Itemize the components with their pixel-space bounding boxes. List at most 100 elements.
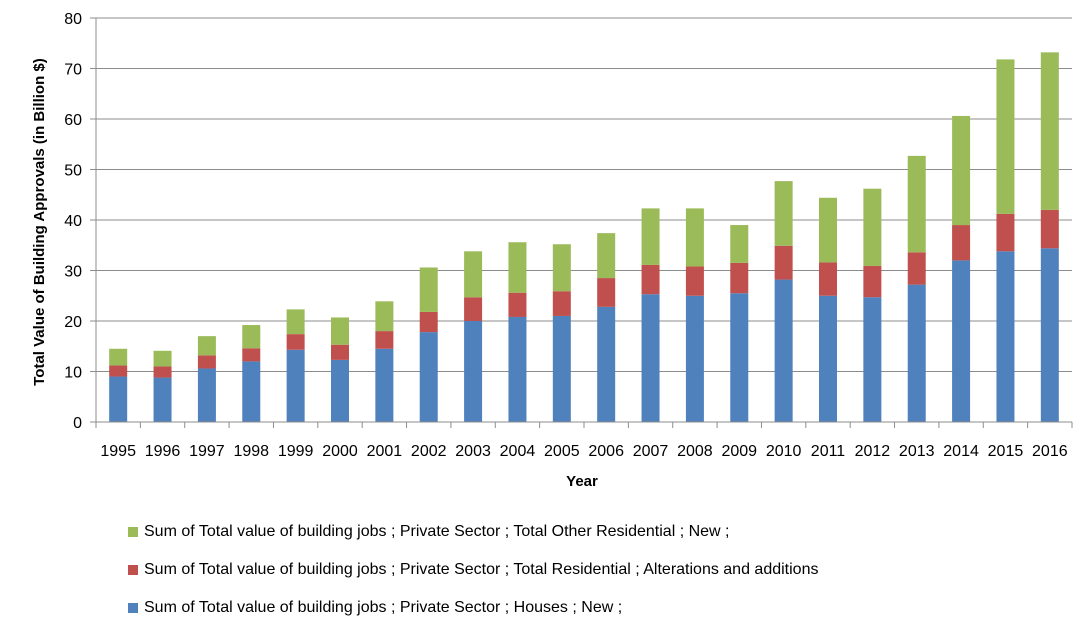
legend-label: Sum of Total value of building jobs ; Pr… <box>144 561 819 578</box>
bar-segment-1995-series-0 <box>109 376 128 422</box>
legend-label: Sum of Total value of building jobs ; Pr… <box>144 599 623 616</box>
x-tick-label: 2009 <box>721 443 757 460</box>
x-tick-label: 2011 <box>811 443 846 460</box>
bar-segment-2014-series-2 <box>952 115 971 226</box>
bar-segment-2016-series-2 <box>1040 52 1059 210</box>
bar-segment-2014-series-0 <box>952 260 971 422</box>
legend-swatch <box>128 527 138 537</box>
bar-segment-2001-series-1 <box>375 331 394 349</box>
bar-segment-1999-series-2 <box>286 309 305 335</box>
bar-segment-2000-series-0 <box>331 359 349 422</box>
x-tick-label: 2014 <box>943 443 979 460</box>
y-tick-label: 70 <box>64 62 82 79</box>
x-tick-label: 2000 <box>322 443 358 460</box>
x-tick-label: 2016 <box>1032 443 1068 460</box>
x-tick-label: 2012 <box>855 443 891 460</box>
y-tick-label: 10 <box>64 365 82 382</box>
x-tick-label: 1996 <box>145 443 181 460</box>
bar-segment-1998-series-0 <box>242 361 261 422</box>
x-tick-label: 2007 <box>633 443 669 460</box>
x-tick-label: 2008 <box>677 443 713 460</box>
bar-segment-2009-series-2 <box>730 225 749 263</box>
bar-segment-1996-series-1 <box>153 366 172 378</box>
bar-segment-2002-series-1 <box>419 311 438 333</box>
bar-segment-2015-series-1 <box>996 213 1015 252</box>
x-tick-label: 1997 <box>189 443 225 460</box>
bar-segment-2008-series-0 <box>685 295 704 422</box>
bar-segment-1999-series-0 <box>286 349 305 422</box>
bar-segment-2004-series-0 <box>508 316 527 422</box>
x-tick-label: 2004 <box>500 443 536 460</box>
bar-segment-2016-series-1 <box>1040 209 1059 249</box>
bar-segment-2011-series-1 <box>819 262 837 296</box>
bar-segment-2006-series-1 <box>597 278 616 307</box>
bar-segment-2004-series-1 <box>508 292 527 317</box>
y-tick-label: 40 <box>64 213 82 230</box>
bar-segment-2012-series-1 <box>863 265 882 298</box>
legend-item: Sum of Total value of building jobs ; Pr… <box>128 598 818 618</box>
bar-segment-1998-series-1 <box>242 348 261 362</box>
bar-segment-2006-series-0 <box>597 306 616 422</box>
x-tick-label: 1999 <box>278 443 314 460</box>
x-tick-label: 2013 <box>899 443 935 460</box>
y-tick-label: 50 <box>64 163 82 180</box>
bar-segment-1997-series-0 <box>197 368 216 422</box>
bar-segment-2004-series-2 <box>508 242 527 293</box>
bar-segment-2013-series-0 <box>907 284 926 422</box>
bar-segment-2011-series-2 <box>819 197 837 263</box>
bar-segment-2002-series-2 <box>419 267 438 312</box>
bar-segment-2013-series-1 <box>907 252 926 285</box>
bar-segment-2001-series-0 <box>375 348 394 422</box>
bar-segment-2003-series-1 <box>464 297 483 321</box>
x-tick-labels: 1995 1996 1997 1998 1999 2000 2001 2002 2003 2004… <box>100 443 1067 460</box>
bar-segment-2011-series-0 <box>819 295 837 422</box>
x-tick-label: 2010 <box>766 443 802 460</box>
bar-segment-1996-series-2 <box>153 350 172 367</box>
bar-segment-2013-series-2 <box>907 155 926 253</box>
x-axis-title: Year <box>566 473 598 490</box>
bar-segment-2009-series-1 <box>730 262 749 294</box>
bar-segment-1995-series-2 <box>109 348 128 366</box>
bar-segment-2012-series-0 <box>863 297 882 422</box>
legend-item: Sum of Total value of building jobs ; Pr… <box>128 522 818 542</box>
bar-segment-1997-series-1 <box>197 355 216 369</box>
bar-segment-2008-series-2 <box>685 208 704 267</box>
bar-segment-2010-series-0 <box>774 279 793 422</box>
bar-segment-2007-series-2 <box>641 208 660 265</box>
bar-segment-2000-series-1 <box>331 344 349 360</box>
bar-segment-1999-series-1 <box>286 334 305 350</box>
y-tick-label: 30 <box>64 264 82 281</box>
bar-segment-2007-series-1 <box>641 264 660 295</box>
x-tick-label: 2003 <box>455 443 491 460</box>
x-tick-label: 2006 <box>588 443 624 460</box>
legend-swatch <box>128 565 138 575</box>
y-tick-label: 80 <box>64 11 82 28</box>
bar-segment-2008-series-1 <box>685 266 704 296</box>
bar-segment-2007-series-0 <box>641 294 660 422</box>
y-axis-title: Total Value of Building Approvals (in Bi… <box>31 58 48 386</box>
y-tick-label: 20 <box>64 314 82 331</box>
legend-item: Sum of Total value of building jobs ; Pr… <box>128 560 818 580</box>
bar-segment-2016-series-0 <box>1040 248 1059 422</box>
bar-segment-2014-series-1 <box>952 225 971 261</box>
bar-segment-2000-series-2 <box>331 317 349 345</box>
bar-segment-2006-series-2 <box>597 233 616 279</box>
bar-segment-2005-series-0 <box>552 315 571 422</box>
x-tick-label: 1995 <box>100 443 136 460</box>
y-tick-label: 0 <box>73 415 82 432</box>
bar-segment-1996-series-0 <box>153 377 172 422</box>
bar-segment-2009-series-0 <box>730 293 749 422</box>
bar-segment-1998-series-2 <box>242 325 261 349</box>
legend: Sum of Total value of building jobs ; Pr… <box>128 522 818 636</box>
legend-label: Sum of Total value of building jobs ; Pr… <box>144 523 730 540</box>
x-tick-label: 2001 <box>367 443 403 460</box>
bars <box>109 52 1059 422</box>
bar-segment-2003-series-2 <box>464 251 483 298</box>
bar-segment-2005-series-2 <box>552 244 571 292</box>
bar-segment-2015-series-0 <box>996 251 1015 422</box>
bar-segment-2012-series-2 <box>863 188 882 266</box>
y-tick-labels: 0 10 20 30 40 50 60 70 80 <box>64 11 82 432</box>
bar-segment-1995-series-1 <box>109 365 128 377</box>
y-tick-label: 60 <box>64 112 82 129</box>
bar-segment-2001-series-2 <box>375 301 394 332</box>
